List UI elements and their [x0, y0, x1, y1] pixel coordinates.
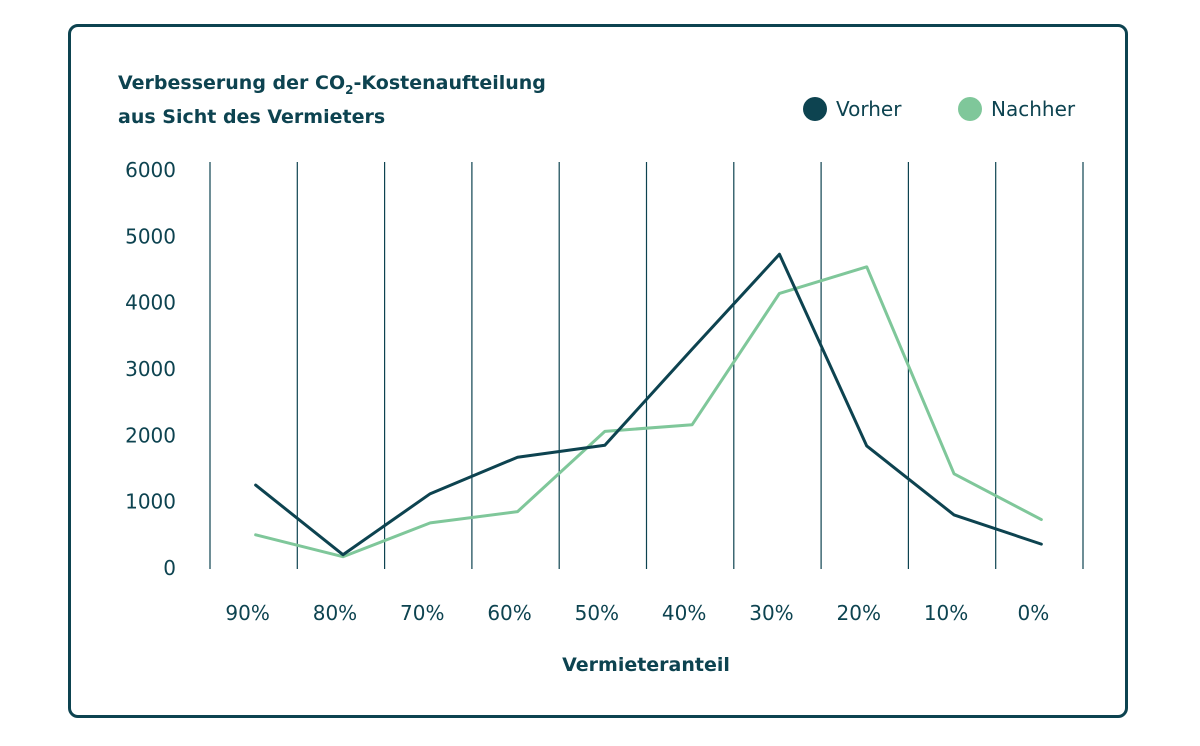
series-line-nachher [254, 265, 1043, 559]
x-tick-label: 0% [1017, 601, 1049, 625]
y-tick-label: 5000 [125, 224, 176, 248]
title-line-2: aus Sicht des Vermieters [118, 105, 386, 128]
legend-swatch-nachher [958, 97, 982, 121]
y-tick-label: 2000 [125, 423, 176, 447]
y-tick-label: 6000 [125, 158, 176, 182]
x-tick-label: 20% [837, 601, 881, 625]
x-tick-label: 40% [662, 601, 706, 625]
x-tick-label: 60% [487, 601, 531, 625]
chart-title: Verbesserung der CO2-Kostenaufteilung au… [118, 70, 546, 131]
chart-card [68, 24, 1128, 718]
title-suffix: -Kostenaufteilung [353, 72, 546, 94]
legend-swatch-vorher [803, 97, 827, 121]
x-tick-label: 80% [313, 601, 357, 625]
x-tick-label: 70% [400, 601, 444, 625]
legend-label-nachher: Nachher [991, 97, 1076, 121]
legend-item-nachher: Nachher [958, 97, 1075, 121]
x-tick-label: 90% [225, 601, 269, 625]
y-tick-label: 3000 [125, 357, 176, 381]
x-tick-label: 10% [924, 601, 968, 625]
y-tick-label: 1000 [125, 490, 176, 514]
x-tick-label: 50% [575, 601, 619, 625]
y-tick-label: 4000 [125, 291, 176, 315]
x-tick-label: 30% [749, 601, 793, 625]
title-line-1: Verbesserung der CO2-Kostenaufteilung [118, 70, 546, 104]
y-tick-label: 0 [163, 556, 176, 580]
legend-label-vorher: Vorher [836, 97, 902, 121]
x-axis-label: Vermieteranteil [562, 654, 730, 676]
title-prefix: Verbesserung der CO [118, 72, 346, 94]
series-line-vorher [254, 252, 1043, 557]
legend-item-vorher: Vorher [803, 97, 901, 121]
title-subscript: 2 [345, 82, 354, 97]
